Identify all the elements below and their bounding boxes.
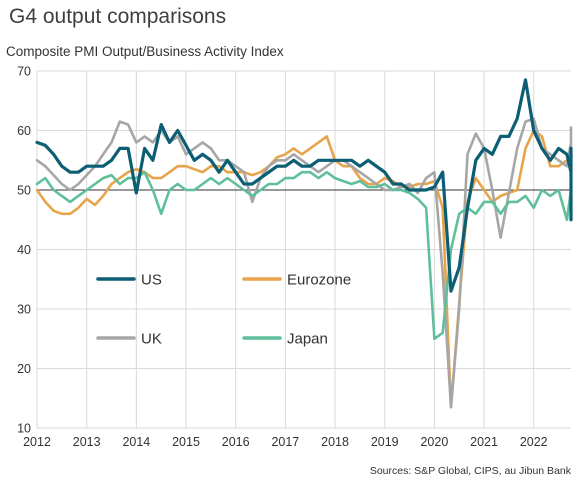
y-tick-label-10: 10 [17, 422, 31, 436]
x-tick-label-2014: 2014 [122, 435, 150, 449]
x-tick-label-2020: 2020 [420, 435, 448, 449]
series-lines [35, 78, 573, 409]
legend-label-japan: Japan [287, 331, 328, 348]
legend-label-us: US [141, 272, 162, 289]
series-line-us [35, 78, 573, 293]
gridlines [36, 70, 571, 429]
y-tick-label-30: 30 [17, 303, 31, 317]
chart-title: G4 output comparisons [9, 5, 227, 28]
x-tick-label-2022: 2022 [520, 435, 548, 449]
y-tick-label-20: 20 [17, 362, 31, 376]
chart-subtitle: Composite PMI Output/Business Activity I… [6, 44, 284, 59]
y-tick-label-60: 60 [17, 124, 31, 138]
x-axis-ticks: 2012 2013 2014 2015 2016 2017 2018 2019 2020 2021… [23, 435, 548, 449]
y-tick-label-50: 50 [17, 184, 31, 198]
x-tick-label-2018: 2018 [321, 435, 349, 449]
legend-label-uk: UK [141, 331, 162, 348]
legend: US Eurozone UK Japan [96, 272, 351, 348]
y-tick-label-40: 40 [17, 243, 31, 257]
x-tick-label-2019: 2019 [371, 435, 399, 449]
x-tick-label-2015: 2015 [172, 435, 200, 449]
y-axis-ticks: 10 20 30 40 50 60 70 [17, 65, 31, 436]
x-tick-label-2012: 2012 [23, 435, 51, 449]
x-tick-label-2013: 2013 [73, 435, 101, 449]
y-tick-label-70: 70 [17, 65, 31, 79]
series-line-japan [35, 170, 573, 341]
x-tick-label-2017: 2017 [271, 435, 299, 449]
x-tick-label-2016: 2016 [222, 435, 250, 449]
source-note: Sources: S&P Global, CIPS, au Jibun Bank [369, 465, 571, 477]
legend-label-eurozone: Eurozone [287, 272, 351, 289]
x-tick-label-2021: 2021 [470, 435, 498, 449]
series-line-uk [35, 117, 573, 409]
